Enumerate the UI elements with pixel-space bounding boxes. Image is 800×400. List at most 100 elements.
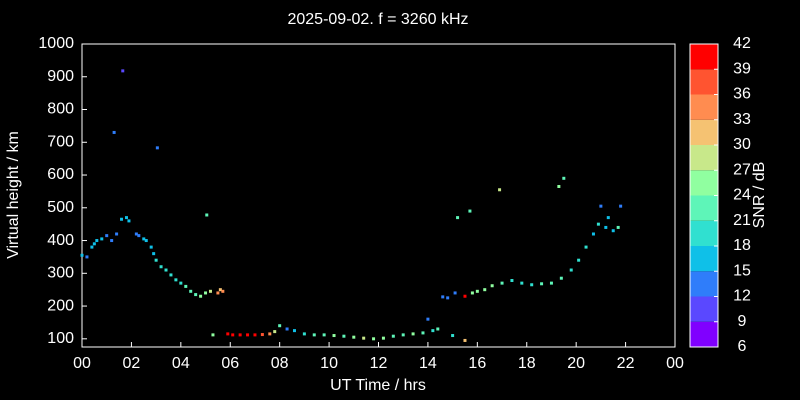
point <box>342 334 346 338</box>
point <box>500 281 504 285</box>
colorbar-tick-label: 33 <box>733 111 751 128</box>
point <box>112 130 116 134</box>
x-tick-label: 22 <box>617 355 635 372</box>
point <box>475 289 479 293</box>
point <box>120 217 124 221</box>
point <box>302 332 306 336</box>
x-tick-label: 14 <box>419 355 437 372</box>
point <box>154 258 158 262</box>
colorbar-tick-label: 36 <box>733 86 751 103</box>
point <box>137 234 141 238</box>
point <box>110 239 114 243</box>
point <box>121 69 125 73</box>
colorbar-swatch <box>690 69 718 95</box>
point <box>569 268 573 272</box>
point <box>451 334 455 338</box>
point <box>436 327 440 331</box>
colorbar-swatch <box>690 119 718 145</box>
plot-frame <box>81 43 676 348</box>
point <box>584 245 588 249</box>
x-tick-label: 00 <box>73 355 91 372</box>
point <box>596 222 600 226</box>
y-tick-label: 200 <box>47 297 74 314</box>
point <box>470 291 474 295</box>
point <box>199 294 203 298</box>
colorbar-tick-label: 15 <box>733 262 751 279</box>
colorbar-tick-label: 9 <box>738 313 747 330</box>
point <box>221 289 225 293</box>
point <box>381 336 385 340</box>
point <box>205 213 209 217</box>
point <box>174 278 178 282</box>
x-tick-label: 10 <box>320 355 338 372</box>
point <box>211 333 215 337</box>
colorbar-swatch <box>690 195 718 221</box>
point <box>483 288 487 292</box>
point <box>463 294 467 298</box>
point <box>278 324 282 328</box>
colorbar-swatch <box>690 271 718 297</box>
point <box>520 281 524 285</box>
point <box>332 334 336 338</box>
y-tick-label: 900 <box>47 68 74 85</box>
point <box>616 225 620 229</box>
point <box>468 209 472 213</box>
point <box>599 204 603 208</box>
point <box>421 331 425 335</box>
point <box>490 284 494 288</box>
y-tick-label: 300 <box>47 265 74 282</box>
point <box>441 295 445 299</box>
colorbar-swatch <box>690 94 718 120</box>
x-tick-label: 00 <box>666 355 684 372</box>
x-tick-label: 20 <box>567 355 585 372</box>
point <box>159 265 163 269</box>
point <box>362 336 366 340</box>
point <box>152 252 156 256</box>
point <box>127 219 131 223</box>
point <box>260 333 264 337</box>
point <box>90 245 94 249</box>
chart-title: 2025-09-02. f = 3260 kHz <box>287 11 468 28</box>
point <box>372 337 376 341</box>
x-tick-label: 06 <box>221 355 239 372</box>
point <box>577 258 581 262</box>
point <box>426 317 430 321</box>
point <box>619 204 623 208</box>
x-tick-label: 02 <box>123 355 141 372</box>
colorbar-tick-label: 21 <box>733 212 751 229</box>
point <box>149 245 153 249</box>
colorbar-swatch <box>690 246 718 272</box>
point <box>549 281 553 285</box>
point <box>238 333 242 337</box>
colorbar-swatch <box>690 220 718 246</box>
point <box>453 291 457 295</box>
point <box>606 216 610 220</box>
point <box>216 291 220 295</box>
colorbar-tick-label: 6 <box>738 338 747 355</box>
point <box>540 282 544 286</box>
y-tick-label: 600 <box>47 166 74 183</box>
point <box>352 335 356 339</box>
y-tick-label: 500 <box>47 199 74 216</box>
colorbar-tick-label: 39 <box>733 60 751 77</box>
point <box>142 237 146 241</box>
x-tick-label: 04 <box>172 355 190 372</box>
point <box>246 333 250 337</box>
colorbar-tick-label: 18 <box>733 237 751 254</box>
point <box>226 332 230 336</box>
point <box>169 273 173 277</box>
point <box>268 332 272 336</box>
point <box>194 293 198 297</box>
point <box>446 296 450 300</box>
point <box>208 289 212 293</box>
colorbar-swatch <box>690 44 718 70</box>
point <box>218 288 222 292</box>
point <box>92 242 96 246</box>
colorbar-tick-label: 30 <box>733 136 751 153</box>
colorbar-tick-label: 24 <box>733 187 751 204</box>
colorbar-tick-label: 42 <box>733 35 751 52</box>
point <box>557 184 561 188</box>
point <box>115 232 119 236</box>
x-tick-label: 08 <box>271 355 289 372</box>
